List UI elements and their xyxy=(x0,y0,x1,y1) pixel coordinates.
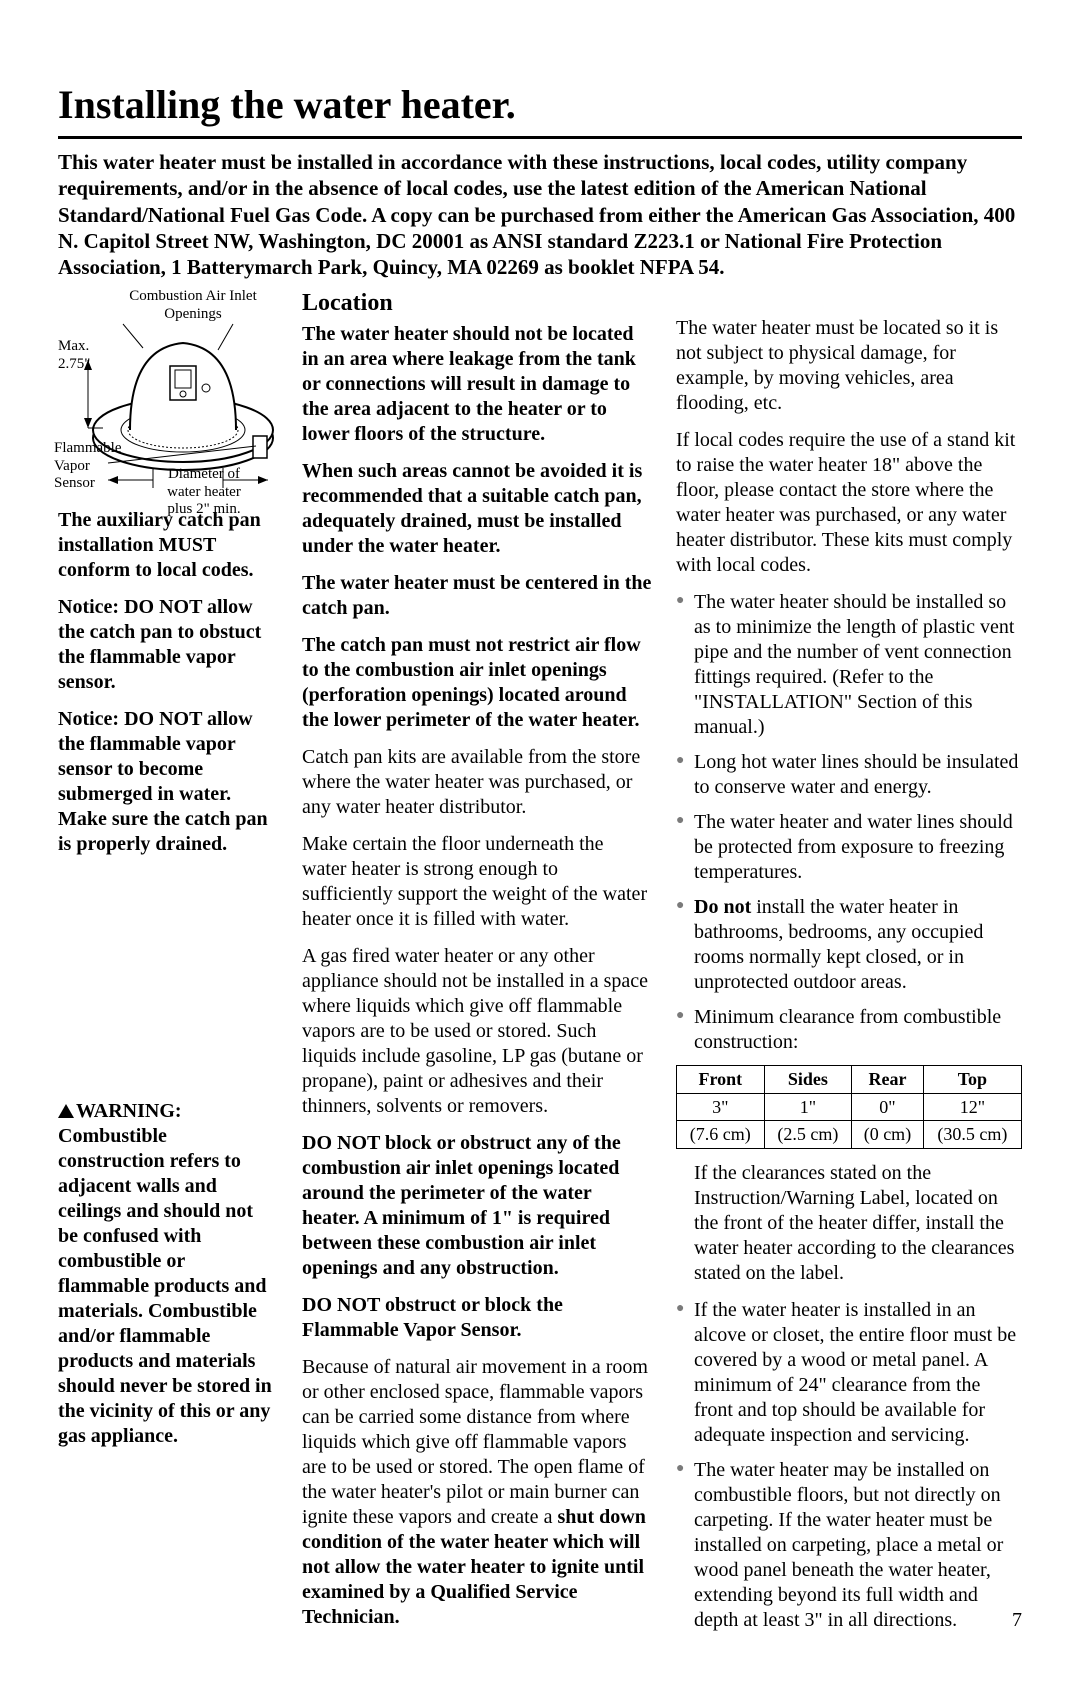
column-container: Combustion Air Inlet Openings Max. 2.75"… xyxy=(58,288,1022,1643)
bullet-7: The water heater may be installed on com… xyxy=(676,1458,1022,1633)
td: (2.5 cm) xyxy=(764,1121,852,1149)
diagram-label-combustion: Combustion Air Inlet Openings xyxy=(128,288,258,323)
page: Installing the water heater. This water … xyxy=(0,0,1080,1683)
bullet-4-bold: Do not xyxy=(694,896,751,918)
bullet-list-1: The water heater should be installed so … xyxy=(676,590,1022,1055)
bullet-7-text: The water heater may be installed on com… xyxy=(694,1459,1003,1631)
clearance-table: Front Sides Rear Top 3" 1" 0" 12" (7.6 c… xyxy=(676,1065,1022,1149)
page-number: 7 xyxy=(1012,1608,1022,1633)
col2-p10a: Because of natural air movement in a roo… xyxy=(302,1356,648,1528)
col1-p1: The auxiliary catch pan installation MUS… xyxy=(58,508,278,583)
th-front: Front xyxy=(677,1066,765,1094)
bullet-4: Do not install the water heater in bathr… xyxy=(676,895,1022,995)
diagram-label-max: Max. 2.75" xyxy=(58,338,98,373)
td: 0" xyxy=(852,1093,924,1121)
location-heading: Location xyxy=(302,288,652,318)
col3-p2: If local codes require the use of a stan… xyxy=(676,428,1022,578)
th-top: Top xyxy=(923,1066,1021,1094)
col2-p9: DO NOT obstruct or block the Flammable V… xyxy=(302,1293,652,1343)
column-2: Location The water heater should not be … xyxy=(302,288,652,1643)
col3-p3: If the clearances stated on the Instruct… xyxy=(676,1161,1022,1286)
td: (30.5 cm) xyxy=(923,1121,1021,1149)
intro-paragraph: This water heater must be installed in a… xyxy=(58,149,1022,280)
col3-p1: The water heater must be located so it i… xyxy=(676,316,1022,416)
bullet-6: If the water heater is installed in an a… xyxy=(676,1298,1022,1448)
col2-p5: Catch pan kits are available from the st… xyxy=(302,745,652,820)
page-title: Installing the water heater. xyxy=(58,80,1022,130)
warning-triangle-icon xyxy=(58,1104,74,1118)
diagram-label-flammable: Flammable Vapor Sensor xyxy=(54,440,130,492)
table-header-row: Front Sides Rear Top xyxy=(677,1066,1022,1094)
th-rear: Rear xyxy=(852,1066,924,1094)
diagram-label-diameter: Diameter of water heater plus 2" min. xyxy=(154,466,254,518)
catch-pan-diagram: Combustion Air Inlet Openings Max. 2.75"… xyxy=(58,288,278,498)
bullet-3: The water heater and water lines should … xyxy=(676,810,1022,885)
bullet-1: The water heater should be installed so … xyxy=(676,590,1022,740)
bullet-2: Long hot water lines should be insulated… xyxy=(676,750,1022,800)
horizontal-rule xyxy=(58,136,1022,139)
col2-p4: The catch pan must not restrict air flow… xyxy=(302,633,652,733)
table-row-cm: (7.6 cm) (2.5 cm) (0 cm) (30.5 cm) xyxy=(677,1121,1022,1149)
td: 3" xyxy=(677,1093,765,1121)
bullet-5: Minimum clearance from combustible const… xyxy=(676,1005,1022,1055)
col2-p6: Make certain the floor underneath the wa… xyxy=(302,832,652,932)
td: 1" xyxy=(764,1093,852,1121)
table-row-inches: 3" 1" 0" 12" xyxy=(677,1093,1022,1121)
col1-warning-text: WARNING: Combustible construction refers… xyxy=(58,1100,272,1447)
td: (0 cm) xyxy=(852,1121,924,1149)
col2-p1: The water heater should not be located i… xyxy=(302,322,652,447)
bullet-list-2: If the water heater is installed in an a… xyxy=(676,1298,1022,1633)
column-3: The water heater must be located so it i… xyxy=(676,288,1022,1643)
col2-p3: The water heater must be centered in the… xyxy=(302,571,652,621)
col2-p8: DO NOT block or obstruct any of the comb… xyxy=(302,1131,652,1281)
col2-p2: When such areas cannot be avoided it is … xyxy=(302,459,652,559)
col1-p3: Notice: DO NOT allow the flammable vapor… xyxy=(58,707,278,857)
th-sides: Sides xyxy=(764,1066,852,1094)
td: 12" xyxy=(923,1093,1021,1121)
col1-p2: Notice: DO NOT allow the catch pan to ob… xyxy=(58,595,278,695)
col2-p7: A gas fired water heater or any other ap… xyxy=(302,944,652,1119)
column-1: Combustion Air Inlet Openings Max. 2.75"… xyxy=(58,288,278,1643)
td: (7.6 cm) xyxy=(677,1121,765,1149)
